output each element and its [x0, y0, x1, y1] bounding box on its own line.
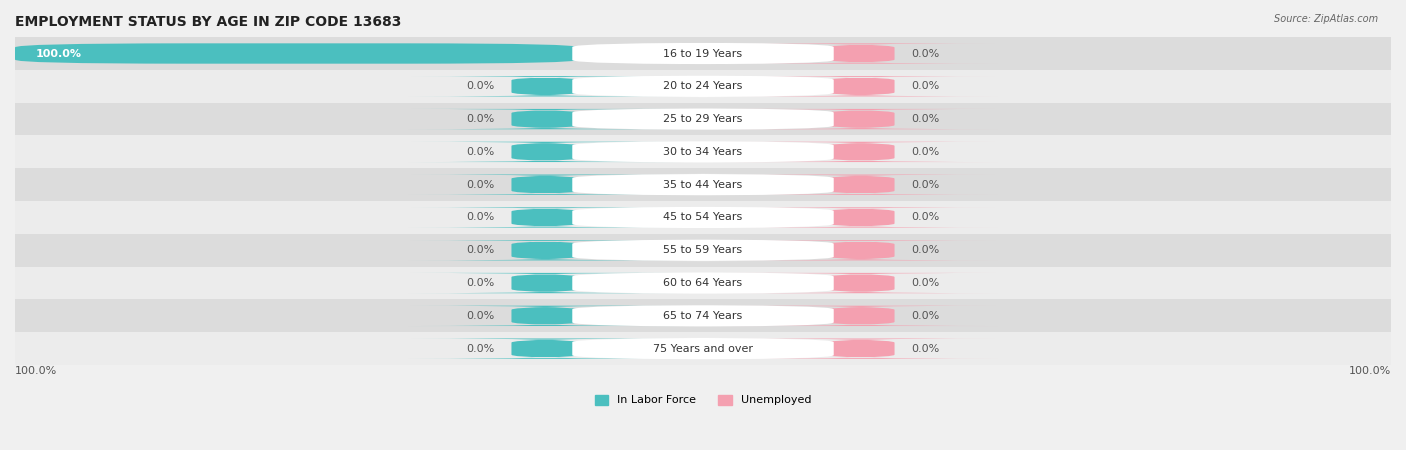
Bar	[15, 135, 1391, 168]
Text: 0.0%: 0.0%	[467, 278, 495, 288]
Bar	[15, 201, 1391, 234]
Text: 20 to 24 Years: 20 to 24 Years	[664, 81, 742, 91]
FancyBboxPatch shape	[724, 306, 997, 326]
Text: 0.0%: 0.0%	[911, 245, 939, 255]
Legend: In Labor Force, Unemployed: In Labor Force, Unemployed	[595, 395, 811, 405]
Text: 100.0%: 100.0%	[15, 366, 58, 376]
FancyBboxPatch shape	[409, 207, 682, 228]
Text: 35 to 44 Years: 35 to 44 Years	[664, 180, 742, 190]
Text: 30 to 34 Years: 30 to 34 Years	[664, 147, 742, 157]
Text: Source: ZipAtlas.com: Source: ZipAtlas.com	[1274, 14, 1378, 23]
FancyBboxPatch shape	[724, 207, 997, 228]
Text: 16 to 19 Years: 16 to 19 Years	[664, 49, 742, 58]
FancyBboxPatch shape	[724, 109, 997, 129]
Bar	[15, 70, 1391, 103]
Text: 0.0%: 0.0%	[467, 147, 495, 157]
Bar	[15, 332, 1391, 365]
FancyBboxPatch shape	[572, 108, 834, 130]
FancyBboxPatch shape	[724, 43, 997, 63]
Bar	[15, 234, 1391, 267]
FancyBboxPatch shape	[572, 76, 834, 97]
FancyBboxPatch shape	[409, 306, 682, 326]
Text: 60 to 64 Years: 60 to 64 Years	[664, 278, 742, 288]
FancyBboxPatch shape	[409, 175, 682, 195]
Text: 0.0%: 0.0%	[911, 278, 939, 288]
Text: 100.0%: 100.0%	[35, 49, 82, 58]
FancyBboxPatch shape	[409, 273, 682, 293]
Bar	[15, 168, 1391, 201]
FancyBboxPatch shape	[724, 142, 997, 162]
Text: 25 to 29 Years: 25 to 29 Years	[664, 114, 742, 124]
FancyBboxPatch shape	[724, 76, 997, 96]
FancyBboxPatch shape	[572, 305, 834, 327]
Text: 0.0%: 0.0%	[911, 212, 939, 222]
Text: 0.0%: 0.0%	[467, 180, 495, 190]
Text: 0.0%: 0.0%	[467, 81, 495, 91]
FancyBboxPatch shape	[409, 76, 682, 96]
Text: 0.0%: 0.0%	[911, 147, 939, 157]
Bar	[15, 267, 1391, 299]
Text: 0.0%: 0.0%	[467, 311, 495, 321]
FancyBboxPatch shape	[572, 272, 834, 294]
FancyBboxPatch shape	[15, 43, 579, 63]
FancyBboxPatch shape	[409, 338, 682, 359]
Text: 0.0%: 0.0%	[911, 49, 939, 58]
FancyBboxPatch shape	[724, 240, 997, 261]
FancyBboxPatch shape	[724, 175, 997, 195]
Bar	[15, 299, 1391, 332]
Text: 0.0%: 0.0%	[467, 245, 495, 255]
FancyBboxPatch shape	[572, 207, 834, 228]
FancyBboxPatch shape	[572, 43, 834, 64]
FancyBboxPatch shape	[572, 174, 834, 195]
Text: 0.0%: 0.0%	[911, 311, 939, 321]
Text: 0.0%: 0.0%	[467, 344, 495, 354]
Text: 75 Years and over: 75 Years and over	[652, 344, 754, 354]
Text: 100.0%: 100.0%	[1348, 366, 1391, 376]
Text: 0.0%: 0.0%	[911, 344, 939, 354]
Text: 45 to 54 Years: 45 to 54 Years	[664, 212, 742, 222]
Text: 0.0%: 0.0%	[911, 81, 939, 91]
Text: 0.0%: 0.0%	[467, 114, 495, 124]
FancyBboxPatch shape	[724, 273, 997, 293]
Text: 0.0%: 0.0%	[467, 212, 495, 222]
FancyBboxPatch shape	[409, 109, 682, 129]
Text: 65 to 74 Years: 65 to 74 Years	[664, 311, 742, 321]
FancyBboxPatch shape	[572, 338, 834, 360]
FancyBboxPatch shape	[409, 240, 682, 261]
Text: 0.0%: 0.0%	[911, 180, 939, 190]
Bar	[15, 37, 1391, 70]
Text: 0.0%: 0.0%	[911, 114, 939, 124]
FancyBboxPatch shape	[572, 239, 834, 261]
FancyBboxPatch shape	[572, 141, 834, 163]
Bar	[15, 103, 1391, 135]
Text: 55 to 59 Years: 55 to 59 Years	[664, 245, 742, 255]
FancyBboxPatch shape	[409, 142, 682, 162]
Text: EMPLOYMENT STATUS BY AGE IN ZIP CODE 13683: EMPLOYMENT STATUS BY AGE IN ZIP CODE 136…	[15, 15, 401, 29]
FancyBboxPatch shape	[724, 338, 997, 359]
